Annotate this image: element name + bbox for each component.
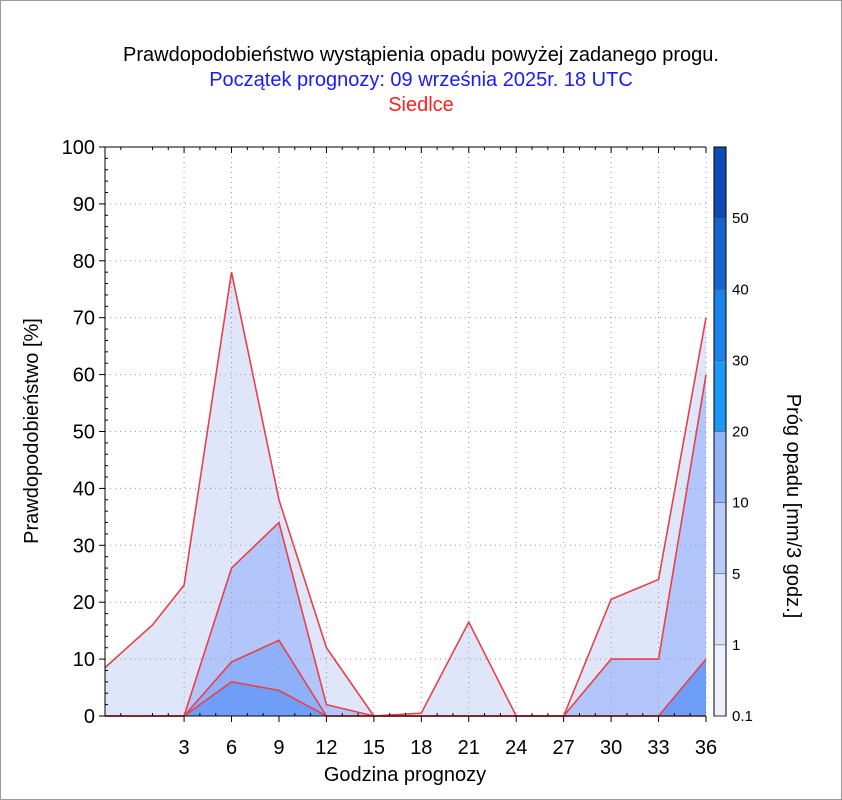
chart-subtitle: Początek prognozy: 09 września 2025r. 18…	[209, 69, 633, 91]
x-tick-label: 33	[647, 737, 669, 759]
colorbar-band	[714, 573, 726, 645]
colorbar-tick-label: 1	[732, 637, 740, 654]
y-tick-label: 10	[73, 649, 95, 671]
y-tick-label: 80	[73, 251, 95, 273]
colorbar-tick-label: 50	[732, 210, 749, 227]
location-name: Siedlce	[388, 94, 454, 116]
x-tick-label: 6	[226, 737, 237, 759]
colorbar-band	[714, 644, 726, 716]
y-axis-label: Prawdopodobieństwo [%]	[21, 318, 43, 544]
colorbar-tick-label: 20	[732, 424, 749, 441]
colorbar-band	[714, 502, 726, 574]
x-tick-label: 21	[458, 737, 480, 759]
series-line-0_1	[104, 272, 707, 717]
y-tick-label: 100	[62, 137, 95, 159]
x-tick-label: 24	[505, 737, 527, 759]
y-tick-label: 50	[73, 422, 95, 444]
y-tick-label: 0	[84, 706, 95, 728]
x-tick-label: 9	[273, 737, 284, 759]
chart-title: Prawdopodobieństwo wystąpienia opadu pow…	[123, 44, 719, 66]
y-tick-label: 20	[73, 592, 95, 614]
colorbar-band	[714, 431, 726, 503]
colorbar-band	[714, 360, 726, 432]
colorbar-band	[714, 289, 726, 361]
area-threshold-10	[105, 659, 706, 716]
colorbar-band	[714, 147, 726, 219]
x-tick-label: 12	[315, 737, 337, 759]
x-tick-label: 3	[179, 737, 190, 759]
y-tick-label: 60	[73, 365, 95, 387]
y-tick-label: 70	[73, 308, 95, 330]
x-axis-label: Godzina prognozy	[324, 764, 486, 786]
colorbar-label: Próg opadu [mm/3 godz.]	[782, 394, 804, 619]
y-tick-label: 30	[73, 535, 95, 557]
colorbar: 0.1 1 5 10 20 30 40 50	[713, 146, 753, 725]
colorbar-band	[714, 218, 726, 290]
colorbar-tick-label: 0.1	[732, 708, 753, 725]
x-tick-label: 36	[695, 737, 717, 759]
x-tick-label: 18	[410, 737, 432, 759]
y-tick-label: 40	[73, 478, 95, 500]
x-tick-label: 27	[553, 737, 575, 759]
area-layers	[105, 272, 706, 716]
x-tick-label: 15	[363, 737, 385, 759]
x-tick-label: 30	[600, 737, 622, 759]
area-threshold-1	[105, 374, 706, 716]
colorbar-tick-label: 40	[732, 281, 749, 298]
colorbar-tick-label: 30	[732, 352, 749, 369]
colorbar-tick-label: 10	[732, 495, 749, 512]
y-tick-label: 90	[73, 194, 95, 216]
colorbar-tick-label: 5	[732, 566, 740, 583]
area-threshold-0_1	[105, 272, 706, 716]
